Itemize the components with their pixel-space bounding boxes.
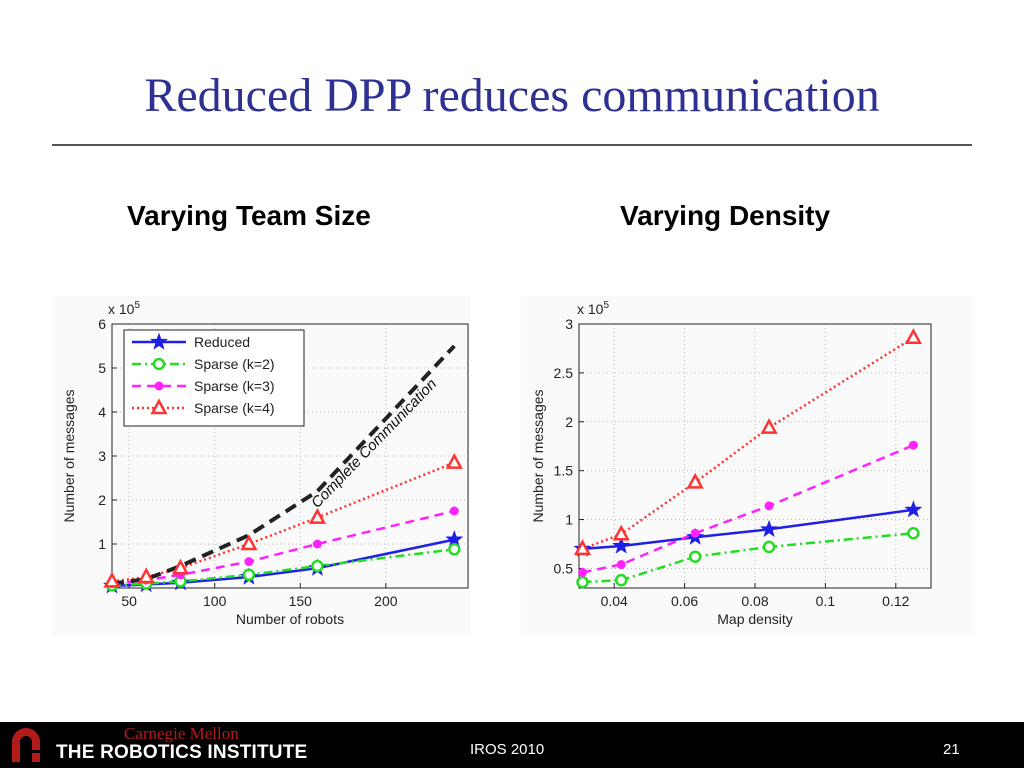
data-point (764, 501, 774, 511)
footer-bar: Carnegie Mellon THE ROBOTICS INSTITUTE I… (0, 722, 1024, 768)
x-axis-label: Number of robots (236, 611, 344, 627)
x-axis-label: Map density (717, 611, 792, 627)
y-tick-label: 1.5 (554, 463, 574, 479)
data-point (171, 558, 190, 575)
data-point (612, 536, 631, 554)
chart-density: 0.04 0.06 0.08 0.1 0.12 0.5 1 1.5 2 2.5 3 x 105 Ma… (521, 296, 973, 636)
y-axis-label: Number of messages (530, 389, 546, 522)
data-point (573, 539, 592, 556)
series-line-sparse-k-2 (111, 548, 455, 587)
slide-title: Reduced DPP reduces communication (144, 69, 880, 122)
y-axis-label: Number of messages (61, 389, 77, 522)
data-point (688, 550, 702, 563)
data-point (445, 452, 463, 469)
data-point (612, 524, 630, 541)
x-tick-label: 200 (374, 593, 398, 609)
data-point (103, 571, 121, 588)
data-point (760, 519, 779, 538)
data-point (240, 534, 258, 551)
data-point (762, 540, 776, 554)
footer-conference: IROS 2010 (470, 741, 545, 758)
y-tick-label: 2.5 (554, 365, 574, 381)
y-multiplier-label: x 105 (108, 300, 140, 317)
legend-marker (150, 332, 168, 350)
y-tick-label: 0.5 (554, 560, 574, 576)
data-point (760, 418, 778, 434)
x-tick-label: 0.06 (671, 593, 698, 609)
data-point (690, 528, 700, 538)
x-tick-label: 150 (289, 593, 313, 609)
y-tick-label: 1 (565, 512, 573, 528)
legend-label: Sparse (k=3) (194, 378, 275, 394)
y-tick-label: 5 (98, 360, 106, 376)
chart-team-size: 50 100 150 200 1 2 3 4 5 6 x 105 Number of robots… (52, 296, 470, 636)
y-tick-label: 2 (98, 492, 106, 508)
title-divider (52, 144, 972, 146)
x-tick-label: 0.1 (816, 593, 836, 609)
data-point (312, 539, 322, 549)
footer-institute-name: THE ROBOTICS INSTITUTE (56, 742, 308, 763)
y-tick-label: 1 (98, 536, 106, 552)
series-line-sparse-k-4 (111, 461, 455, 583)
subtitle-team-size: Varying Team Size (127, 200, 371, 231)
data-point (686, 472, 704, 489)
y-tick-label: 6 (98, 316, 106, 332)
legend-label: Sparse (k=4) (194, 400, 275, 416)
y-tick-label: 2 (565, 414, 573, 430)
data-point (448, 543, 461, 556)
subtitle-density: Varying Density (620, 200, 831, 231)
x-tick-label: 50 (121, 593, 137, 609)
data-point (614, 573, 628, 587)
data-point (907, 526, 920, 540)
x-tick-label: 0.04 (601, 593, 628, 609)
y-tick-label: 3 (98, 448, 106, 464)
legend-marker (150, 398, 168, 415)
chart-background (521, 296, 973, 636)
y-tick-label: 4 (98, 404, 106, 420)
data-point (578, 567, 588, 577)
data-point (445, 530, 464, 548)
y-tick-label: 3 (565, 316, 573, 332)
x-tick-label: 0.12 (882, 593, 909, 609)
legend-label: Reduced (194, 334, 250, 350)
data-point (576, 575, 589, 589)
y-multiplier-label: x 105 (577, 300, 609, 317)
data-point (908, 440, 918, 450)
x-tick-label: 100 (203, 593, 227, 609)
data-point (242, 568, 256, 582)
data-point (311, 559, 324, 573)
legend: Reduced Sparse (k=2) Sparse (k=3) Sparse (k… (123, 329, 305, 427)
data-point (244, 557, 254, 567)
x-tick-label: 0.08 (741, 593, 768, 609)
legend-label: Sparse (k=2) (194, 356, 275, 372)
data-point (904, 328, 922, 344)
data-point (616, 560, 626, 570)
data-point (904, 500, 923, 518)
legend-marker (152, 357, 166, 371)
series-line-sparse-k-3 (111, 509, 455, 585)
legend-marker (154, 381, 164, 391)
footer-cmu-wordmark: Carnegie Mellon (124, 724, 239, 743)
data-point (137, 567, 155, 584)
footer-page-number: 21 (943, 741, 960, 758)
data-point (449, 506, 459, 516)
robotics-institute-logo-icon (12, 728, 40, 762)
data-point (308, 507, 326, 524)
